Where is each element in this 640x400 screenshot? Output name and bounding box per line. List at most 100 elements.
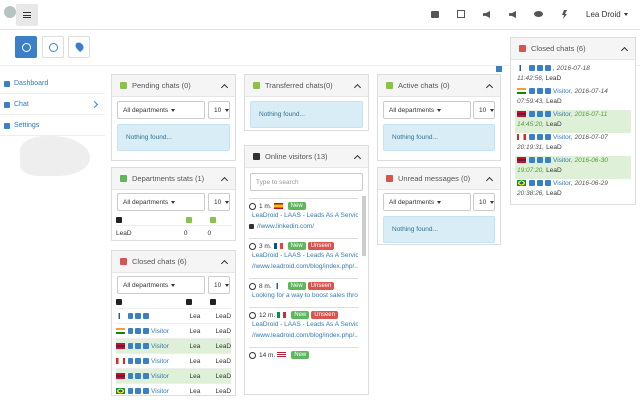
page-link[interactable]: LeaDroid - LAAS - Leads As A Service [252,212,358,219]
item-line: 20:38:26, LeaD [517,189,631,199]
page-link[interactable]: LeaDroid - LAAS - Leads As A Service [252,321,358,328]
closed-chat-item: Visitor, 2016-07-07 20:19:31, LeaD [515,133,631,156]
caret [490,200,495,204]
clock-icon [249,351,256,359]
collapse-toggle[interactable] [220,83,229,91]
toolbar-button[interactable] [15,36,37,58]
toolbar-button[interactable] [42,36,64,58]
user-menu[interactable]: Lea Droid [586,10,628,19]
collapse-toggle[interactable] [220,176,229,184]
visitor-link[interactable]: Visitor [151,372,169,380]
department-select[interactable]: All departments [117,276,205,294]
chat-time: 20:38:26, [517,190,545,197]
row-icon [545,65,551,72]
flag [273,283,283,289]
flag [517,157,526,164]
collapse-toggle[interactable] [485,176,494,184]
page-link[interactable]: //www.leadroid.com/blog/index.php/... [252,332,358,339]
item-line: Visitor, 2016-07-14 [517,87,631,97]
visitor-link[interactable]: Visitor [553,88,571,95]
status-badge: New [287,202,306,210]
collapse-toggle[interactable] [485,83,494,91]
visit-time: 3 m. [259,242,272,250]
status-badge: New [291,351,310,359]
cell: LeaD [116,229,132,237]
panel-title: Closed chats (6) [531,44,586,53]
collapse-toggle[interactable] [353,154,362,162]
caret [171,108,176,112]
page-link[interactable]: //www.leadroid.com/blog/index.php/... [252,263,358,270]
visitor-link[interactable]: Visitor [151,342,169,350]
clock-icon [249,311,256,319]
item-line: 07:59:43, LeaD [517,97,631,107]
menu-button[interactable] [16,4,38,26]
item-line: 19:07:20, LeaD [517,166,631,176]
visitor-link[interactable]: Visitor [553,111,571,118]
flag [517,65,526,72]
panel-icon [386,175,393,182]
toolbar-button[interactable] [68,36,90,58]
department: LeaD [215,357,232,365]
closed-chat-row: Lea LeaD [116,308,231,323]
row-icon [116,298,122,305]
visitor-link[interactable]: Visitor [151,387,169,395]
visit-time: 12 m. [259,311,276,319]
chat-icon[interactable] [431,11,439,18]
department-select[interactable]: All departments [383,101,471,119]
department-select[interactable]: All departments [383,193,471,211]
page-link[interactable]: LeaDroid - LAAS - Leads As A Service [252,252,358,259]
limit-select[interactable]: 10 [208,193,230,211]
visit-time: 14 m. [259,351,276,359]
visitor-link[interactable]: Visitor [553,134,571,141]
tab-icon[interactable] [457,10,465,18]
visitor-link[interactable]: Visitor [151,357,169,365]
eye-icon[interactable] [534,11,543,17]
department-select[interactable]: All departments [117,193,205,211]
caret [225,108,230,112]
collapse-toggle[interactable] [353,83,362,91]
sound-icon[interactable] [509,11,516,18]
department-select[interactable]: All departments [117,101,205,119]
panel: Transferred chats(0) Nothing found... [244,74,369,131]
limit-select[interactable]: 10 [473,193,495,211]
chat-date: , 2016-06-29 [570,180,608,187]
row-icon [545,111,551,118]
sidebar-item[interactable]: Settings [0,116,105,136]
visitor-link[interactable]: Visitor [151,327,169,335]
search-input[interactable]: Type to search [250,173,363,191]
item-line: 14:45:20, LeaD [517,120,631,130]
closed-chat-item: Visitor, 2016-06-29 20:38:26, LeaD [515,179,631,202]
flag [116,313,125,319]
visitor-link[interactable]: Visitor [553,157,571,164]
page-link[interactable]: Looking for a way to boost sales thro... [252,292,358,299]
page-link[interactable]: //www.linkedin.com/ [257,223,315,230]
sound-icon[interactable] [483,11,490,18]
row-icon [135,388,142,394]
department: LeaD [215,372,232,380]
panel-header: Transferred chats(0) [245,75,368,97]
sidebar-item[interactable]: Dashboard [0,74,105,94]
bolt-icon[interactable] [562,10,567,19]
empty-notice: Nothing found... [250,101,363,128]
panel-icon [253,82,260,89]
panel: Unread messages (0) All departments 10 Noth… [377,167,501,245]
collapse-toggle[interactable] [220,259,229,267]
visitor-link[interactable]: Visitor [553,180,571,187]
limit-select[interactable]: 10 [208,276,230,294]
table-header [116,212,231,227]
panel: Closed chats (6), 2016-07-18 11:42:56, Lea… [510,37,636,205]
flag [116,328,125,334]
visitor-page: //www.leadroid.com/blog/index.php/... [249,330,358,341]
owner: Lea [189,357,201,365]
closed-chat-row: Visitor Lea LeaD [116,353,231,368]
flag [517,180,526,187]
row-icon [127,343,134,349]
limit-select[interactable]: 10 [208,101,230,119]
collapse-toggle[interactable] [620,46,629,54]
item-line: Visitor, 2016-07-11 [517,110,631,120]
sidebar-item[interactable]: Chat [0,95,105,115]
logo [4,6,16,18]
visitor-row: 3 m. New Unseen [249,238,358,253]
limit-select[interactable]: 10 [473,101,495,119]
panel-title: Closed chats (6) [132,257,187,266]
